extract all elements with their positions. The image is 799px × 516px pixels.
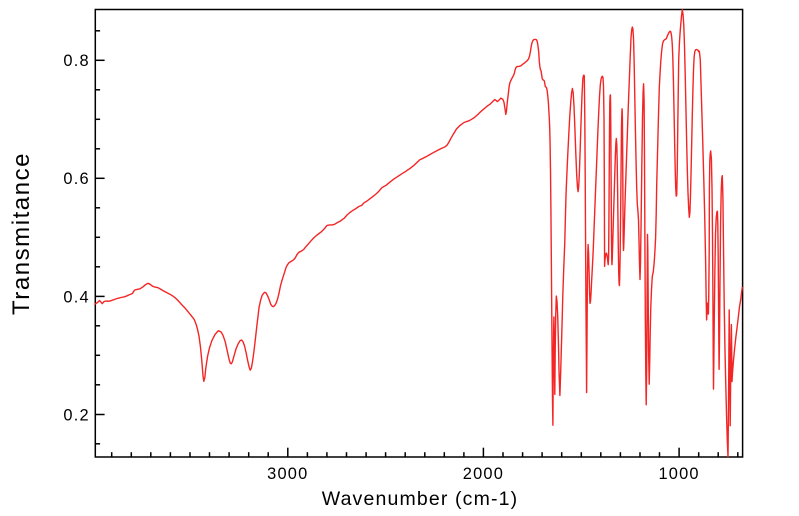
- svg-text:0.4: 0.4: [63, 288, 89, 306]
- svg-text:0.2: 0.2: [63, 406, 89, 424]
- svg-text:Wavenumber (cm-1): Wavenumber (cm-1): [322, 488, 519, 510]
- svg-text:2000: 2000: [463, 465, 504, 483]
- svg-text:0.8: 0.8: [63, 52, 89, 70]
- svg-text:3000: 3000: [267, 465, 308, 483]
- svg-text:0.6: 0.6: [63, 170, 89, 188]
- svg-text:1000: 1000: [658, 465, 699, 483]
- svg-text:Transmitance: Transmitance: [8, 152, 35, 315]
